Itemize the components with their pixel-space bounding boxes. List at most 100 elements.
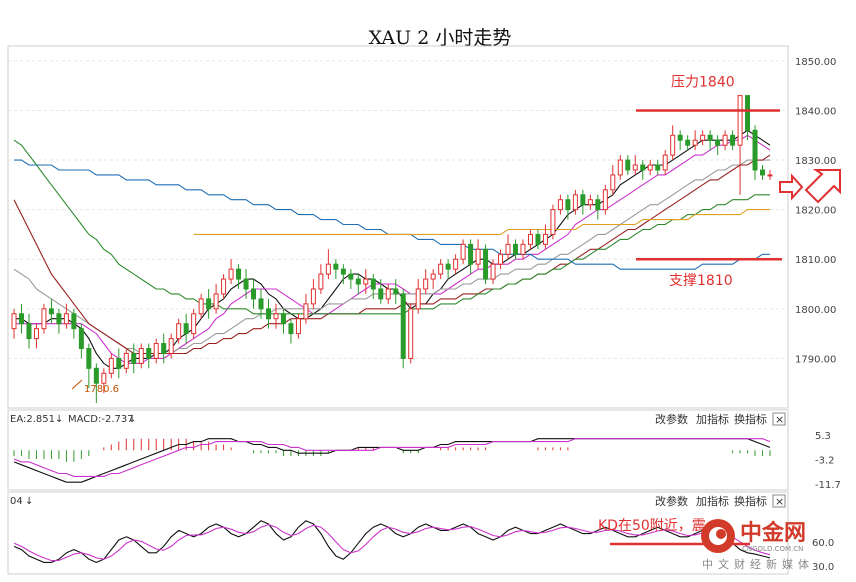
macd-tick-label: -11.7 (815, 480, 841, 491)
candle-body (752, 129, 758, 171)
kd-k-line (13, 520, 771, 563)
candle-body (692, 139, 698, 146)
candle-body (602, 189, 608, 211)
candle-body (438, 263, 444, 275)
candlesticks (11, 95, 773, 404)
candle-body (542, 233, 548, 245)
candle-body (707, 134, 713, 141)
watermark-brand: 中金网 (740, 520, 806, 546)
price-tick-label: 1820.00 (795, 206, 836, 217)
kd-panel (7, 491, 789, 575)
price-tick-label: 1800.00 (795, 305, 836, 316)
candle-body (228, 268, 234, 280)
candle-body (348, 273, 354, 280)
candle-body (131, 352, 137, 364)
macd-histogram (13, 438, 771, 462)
candle-body (378, 288, 384, 300)
candle-body (78, 328, 84, 349)
close-icon[interactable] (772, 412, 786, 426)
kd-d-line (13, 524, 771, 562)
candle-body (363, 278, 369, 285)
candle-body (632, 164, 638, 171)
candle-body (490, 263, 496, 280)
candle-body (505, 243, 511, 255)
candle-body (617, 159, 623, 176)
candle-body (580, 194, 586, 206)
kd-toolbar: 改参数 加指标 换指标 × (655, 494, 786, 508)
candle-body (198, 298, 204, 315)
candle-body (625, 159, 631, 171)
kd-tick-60: 60.0 (812, 538, 834, 549)
candle-body (161, 343, 167, 354)
switch-indicator-button[interactable]: 换指标 (734, 412, 767, 426)
candle-body (587, 199, 593, 206)
candle-body (116, 357, 122, 369)
candle-body (385, 288, 391, 300)
arrow-up-right-icon (804, 169, 841, 204)
candle-body (146, 347, 152, 359)
low-arrow (71, 379, 83, 390)
candle-body (340, 268, 346, 275)
price-tick-label: 1830.00 (795, 156, 836, 167)
macd-axis: 5.3 -3.2 -11.7 (815, 431, 841, 491)
kd-switch-indicator-button[interactable]: 换指标 (734, 494, 767, 508)
candle-body (123, 352, 129, 369)
down-arrow-icon: ↓ (55, 414, 63, 425)
candle-body (56, 313, 62, 325)
candle-body (41, 308, 47, 330)
arrow-right-icon (779, 173, 804, 201)
add-indicator-button[interactable]: 加指标 (696, 412, 729, 426)
kd-add-indicator-button[interactable]: 加指标 (696, 494, 729, 508)
candle-body (191, 313, 197, 335)
candle-body (498, 253, 504, 265)
price-tick-label: 1840.00 (795, 106, 836, 117)
candle-body (572, 194, 578, 211)
candle-body (288, 323, 294, 335)
watermark-url: CNGOLD.COM.CN (742, 545, 803, 553)
down-arrow-icon-3: ↓ (25, 496, 33, 507)
price-tick-label: 1850.00 (795, 57, 836, 68)
candle-body (355, 278, 361, 285)
candle-body (475, 248, 481, 265)
kd-annotation: KD在50附近，震 (598, 518, 706, 534)
price-panel (7, 45, 789, 409)
price-tick-label: 1790.00 (795, 354, 836, 365)
candle-body (213, 293, 219, 310)
change-params-button[interactable]: 改参数 (655, 412, 688, 426)
candle-body (767, 174, 773, 177)
candle-body (393, 288, 399, 295)
macd-lines (13, 438, 771, 483)
kd-lines (13, 520, 771, 563)
candle-body (318, 273, 324, 290)
brand-logo-dot (716, 529, 726, 539)
candle-body (460, 243, 466, 260)
candle-body (183, 323, 189, 335)
candle-body (18, 313, 24, 325)
candle-body (527, 233, 533, 245)
candle-body (101, 372, 107, 384)
candle-body (453, 258, 459, 270)
candle-body (415, 288, 421, 310)
candle-body (48, 308, 54, 315)
candle-body (737, 95, 743, 146)
candle-body (595, 199, 601, 211)
candle-body (63, 313, 69, 325)
candle-body (168, 338, 174, 354)
candle-body (400, 293, 406, 359)
candle-body (33, 328, 39, 340)
macd-tick-label: -3.2 (815, 456, 835, 467)
kd-close-icon[interactable] (772, 494, 786, 508)
candle-body (557, 199, 563, 211)
candle-body (565, 199, 571, 211)
candle-body (236, 268, 242, 280)
kd-change-params-button[interactable]: 改参数 (655, 494, 688, 508)
candle-body (423, 278, 429, 290)
watermark: 中金网 CNGOLD.COM.CN 中文财经新媒体 (701, 519, 809, 571)
macd-toolbar: 改参数 加指标 换指标 × (655, 412, 786, 426)
candle-body (610, 174, 616, 191)
support-label: 支撑1810 (669, 273, 733, 289)
candle-body (677, 134, 683, 141)
candle-body (685, 139, 691, 146)
candle-body (221, 278, 227, 295)
